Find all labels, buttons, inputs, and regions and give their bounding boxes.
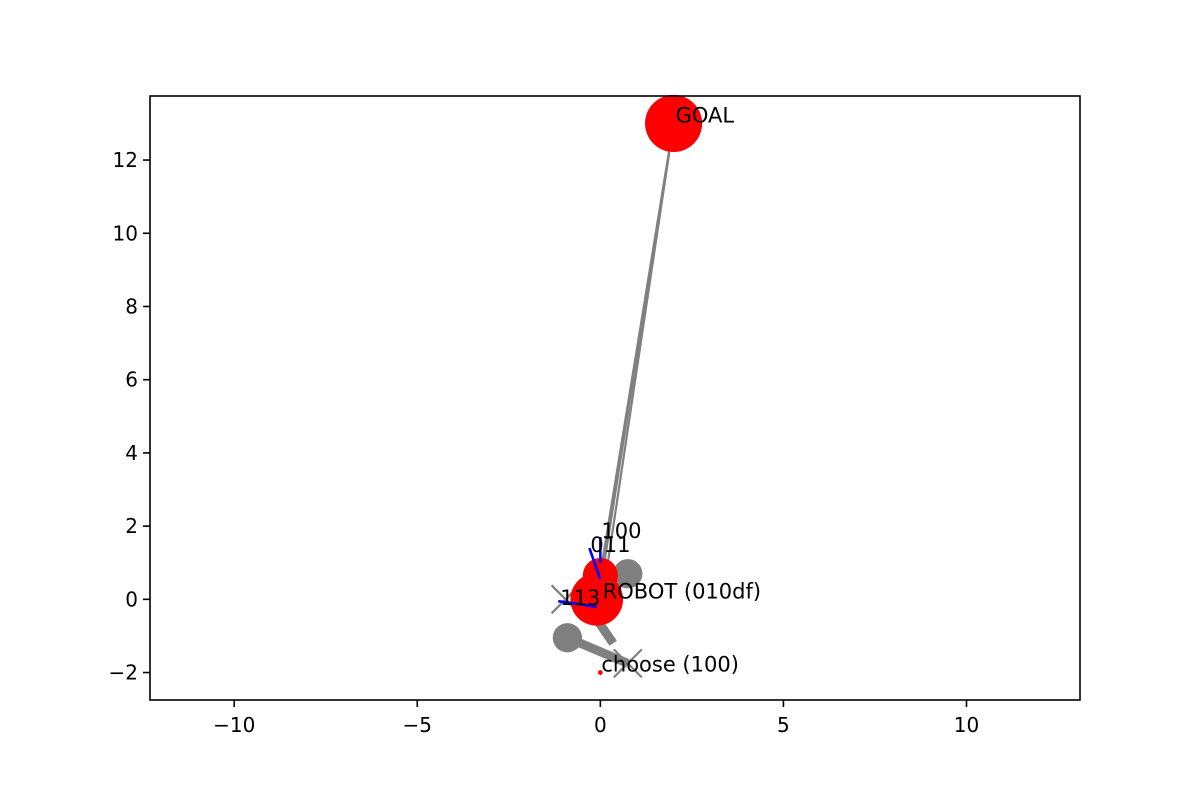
choose-point — [597, 670, 603, 675]
heading-label: 113 — [560, 586, 600, 610]
heading-segment — [588, 547, 602, 580]
x-tick-label: −5 — [403, 713, 432, 737]
y-tick-label: 2 — [125, 514, 138, 538]
y-tick-label: 8 — [125, 294, 138, 318]
y-tick-label: 10 — [113, 221, 138, 245]
x-tick-label: −10 — [213, 713, 255, 737]
robot-label: ROBOT (010df) — [603, 579, 761, 603]
choose-label: choose (100) — [601, 653, 739, 677]
axes-frame — [149, 95, 1081, 701]
y-tick-label: 6 — [125, 368, 138, 392]
y-tick-label: −2 — [109, 661, 138, 685]
x-tick-label: 5 — [777, 713, 790, 737]
axes-ticks: −10 −5 0 5 10 −2 0 2 4 6 8 10 12 — [109, 148, 980, 737]
heading-segment — [558, 599, 597, 608]
obstacle-cross-marker — [613, 648, 643, 679]
y-tick-label: 12 — [113, 148, 138, 172]
obstacle-disc — [613, 559, 643, 589]
obstacle-disc — [552, 623, 583, 653]
goal-label: GOAL — [676, 103, 735, 127]
heading-label: 100 — [601, 519, 641, 543]
x-tick-label: 0 — [594, 713, 607, 737]
goal-disc — [645, 94, 703, 153]
y-tick-label: 4 — [125, 441, 138, 465]
heading-label: 011 — [590, 533, 630, 557]
x-tick-label: 10 — [954, 713, 979, 737]
trajectory-line — [597, 123, 675, 600]
y-tick-label: 0 — [125, 587, 138, 611]
